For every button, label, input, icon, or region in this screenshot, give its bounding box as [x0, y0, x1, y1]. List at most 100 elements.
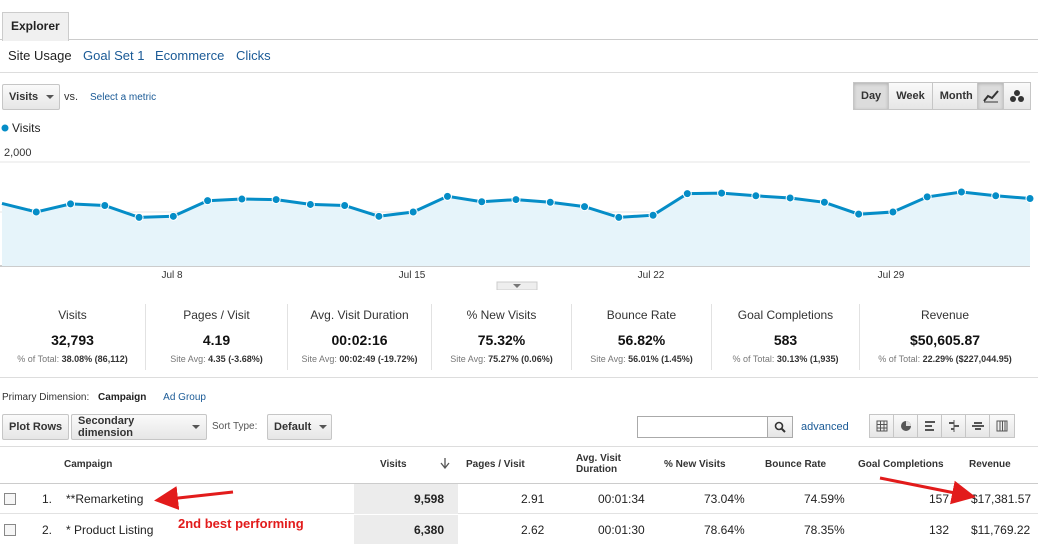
metric-new-visits[interactable]: % New Visits 75.32% Site Avg: 75.27% (0.… — [432, 304, 572, 370]
period-day-button[interactable]: Day — [854, 83, 890, 109]
data-point[interactable] — [374, 211, 384, 221]
motion-chart-icon[interactable] — [1004, 83, 1030, 109]
data-point[interactable] — [408, 207, 418, 217]
data-point[interactable] — [134, 212, 144, 222]
data-point[interactable] — [614, 212, 624, 222]
data-point[interactable] — [203, 196, 213, 206]
data-point[interactable] — [751, 191, 761, 201]
sort-type-label: Sort Type: — [212, 421, 258, 432]
subtab-clicks[interactable]: Clicks — [236, 48, 271, 63]
vs-label: vs. — [64, 91, 79, 103]
campaign-link[interactable]: * Product Listing — [66, 523, 154, 537]
secondary-dimension-select[interactable]: Secondary dimension — [71, 414, 207, 440]
metric-value: $50,605.87 — [909, 332, 981, 348]
header-pages-visit[interactable]: Pages / Visit — [466, 459, 525, 470]
performance-view-icon[interactable] — [918, 415, 942, 437]
x-tick-label: Jul 8 — [161, 270, 183, 281]
data-point[interactable] — [168, 211, 178, 221]
data-point[interactable] — [682, 189, 692, 199]
row-checkbox[interactable] — [4, 524, 16, 536]
table-view-icon[interactable] — [870, 415, 894, 437]
table-search-input[interactable] — [637, 416, 768, 438]
data-point[interactable] — [717, 188, 727, 198]
advanced-filter-link[interactable]: advanced — [801, 421, 849, 433]
cell-new-visits: 78.64% — [704, 523, 745, 537]
sort-type-value: Default — [274, 421, 312, 433]
data-point[interactable] — [545, 197, 555, 207]
table-header: Campaign Visits Pages / Visit Avg. Visit… — [0, 446, 1038, 484]
data-point[interactable] — [922, 192, 932, 202]
data-point[interactable] — [991, 191, 1001, 201]
metric-sub: Site Avg: 56.01% (1.45%) — [590, 354, 693, 364]
metric-value: 56.82% — [617, 332, 666, 348]
sort-descending-icon — [440, 457, 450, 472]
data-point[interactable] — [580, 202, 590, 212]
metric-label: Avg. Visit Duration — [310, 308, 409, 322]
pivot-view-icon[interactable] — [990, 415, 1014, 437]
sort-type-select[interactable]: Default — [267, 414, 332, 440]
header-campaign[interactable]: Campaign — [64, 459, 113, 470]
cell-duration: 00:01:34 — [598, 492, 645, 506]
metric-value: 32,793 — [51, 332, 94, 348]
tab-explorer[interactable]: Explorer — [2, 12, 69, 41]
data-point[interactable] — [305, 199, 315, 209]
subtab-ecommerce[interactable]: Ecommerce — [155, 48, 225, 63]
pie-view-icon[interactable] — [894, 415, 918, 437]
data-point[interactable] — [66, 199, 76, 209]
metric-avg-duration[interactable]: Avg. Visit Duration 00:02:16 Site Avg: 0… — [288, 304, 432, 370]
metric-revenue[interactable]: Revenue $50,605.87 % of Total: 22.29% ($… — [860, 304, 1030, 370]
header-avg-duration[interactable]: Avg. Visit Duration — [576, 453, 622, 475]
data-point[interactable] — [1025, 194, 1035, 203]
metric-label: Goal Completions — [737, 308, 834, 322]
period-month-button[interactable]: Month — [939, 90, 973, 102]
select-metric-link[interactable]: Select a metric — [90, 92, 157, 103]
subtab-goal-set-1[interactable]: Goal Set 1 — [83, 48, 145, 63]
metric-sub: Site Avg: 4.35 (-3.68%) — [170, 354, 263, 364]
metric-bounce-rate[interactable]: Bounce Rate 56.82% Site Avg: 56.01% (1.4… — [572, 304, 712, 370]
comparison-view-icon[interactable] — [942, 415, 966, 437]
subtab-site-usage[interactable]: Site Usage — [8, 48, 72, 63]
metric-sub: Site Avg: 75.27% (0.06%) — [450, 354, 553, 364]
data-point[interactable] — [477, 197, 487, 207]
cell-new-visits: 73.04% — [704, 492, 745, 506]
metric-pages-visit[interactable]: Pages / Visit 4.19 Site Avg: 4.35 (-3.68… — [146, 304, 288, 370]
primary-dimension: Primary Dimension: Campaign Ad Group — [2, 392, 206, 403]
data-point[interactable] — [100, 201, 110, 211]
header-bounce-rate[interactable]: Bounce Rate — [765, 459, 827, 470]
data-point[interactable] — [511, 195, 521, 205]
metric-sub: % of Total: 22.29% ($227,044.95) — [878, 354, 1012, 364]
data-point[interactable] — [442, 191, 452, 201]
data-point[interactable] — [819, 197, 829, 207]
header-revenue[interactable]: Revenue — [969, 459, 1011, 470]
search-button[interactable] — [767, 416, 793, 438]
search-icon — [774, 421, 786, 433]
x-tick-label: Jul 29 — [878, 270, 905, 281]
cell-revenue: $17,381.57 — [971, 492, 1032, 506]
header-visits[interactable]: Visits — [380, 459, 407, 470]
header-new-visits[interactable]: % New Visits — [664, 459, 726, 470]
dimension-ad-group[interactable]: Ad Group — [163, 392, 206, 403]
metric-select[interactable]: Visits — [2, 84, 60, 110]
secondary-dimension-label: Secondary dimension — [78, 415, 135, 439]
data-point[interactable] — [237, 194, 247, 204]
data-point[interactable] — [854, 209, 864, 219]
header-goal-completions[interactable]: Goal Completions — [858, 459, 944, 470]
data-point[interactable] — [340, 201, 350, 211]
data-point[interactable] — [648, 210, 658, 220]
legend-visits: Visits — [12, 121, 40, 135]
metric-goal-completions[interactable]: Goal Completions 583 % of Total: 30.13% … — [712, 304, 860, 370]
row-checkbox[interactable] — [4, 493, 16, 505]
data-point[interactable] — [785, 193, 795, 203]
cell-bounce-rate: 78.35% — [804, 523, 845, 537]
dimension-campaign[interactable]: Campaign — [98, 392, 147, 403]
data-point[interactable] — [271, 195, 281, 205]
metric-visits[interactable]: Visits 32,793 % of Total: 38.08% (86,112… — [0, 304, 146, 370]
line-chart-icon[interactable] — [978, 83, 1004, 109]
data-point[interactable] — [31, 207, 41, 217]
data-point[interactable] — [888, 207, 898, 217]
campaign-link[interactable]: **Remarketing — [66, 492, 144, 506]
term-cloud-view-icon[interactable] — [966, 415, 990, 437]
data-point[interactable] — [956, 187, 966, 197]
plot-rows-button[interactable]: Plot Rows — [2, 414, 70, 440]
period-week-button[interactable]: Week — [889, 83, 933, 109]
